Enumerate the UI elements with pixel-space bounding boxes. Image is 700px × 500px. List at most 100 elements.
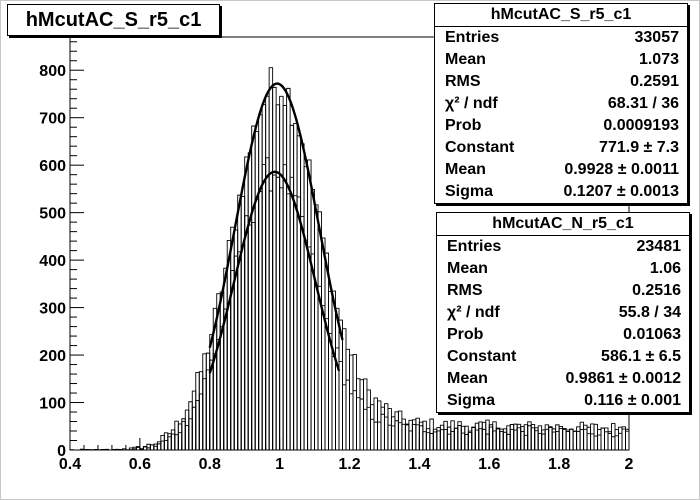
histogram-bin: [464, 434, 469, 450]
histogram-bin: [579, 421, 585, 450]
histogram-bin: [293, 195, 298, 450]
histogram-bin: [300, 216, 305, 450]
histogram-bin: [460, 432, 466, 450]
histogram-bin: [474, 422, 480, 450]
histogram-bin: [429, 433, 434, 450]
histogram-bin: [429, 418, 434, 450]
histogram-bin: [471, 426, 476, 450]
stats-label: χ² / ndf: [447, 304, 500, 321]
histogram-bin: [230, 226, 235, 450]
histogram-bin: [418, 421, 424, 450]
histogram-bin: [237, 194, 242, 450]
histogram-bin: [251, 221, 256, 450]
histogram-bin: [576, 430, 581, 450]
stats-label: Sigma: [445, 183, 494, 200]
stats-label: Prob: [447, 326, 484, 343]
histogram-bin: [520, 426, 525, 450]
histogram-bin: [488, 426, 494, 450]
histogram-bin: [541, 433, 546, 450]
histogram-bin: [404, 424, 410, 450]
stats-value: 33057: [634, 29, 680, 46]
x-tick-label: 1: [275, 456, 284, 473]
histogram-bin: [513, 429, 518, 450]
histogram-bin: [506, 433, 511, 450]
histogram-bin: [202, 378, 207, 450]
histogram-bin: [258, 191, 263, 450]
stats-label: Mean: [445, 161, 486, 178]
histogram-bin: [600, 427, 605, 450]
histogram-bin: [373, 421, 378, 450]
stats-label: Constant: [445, 139, 515, 156]
histogram-bin: [205, 369, 211, 450]
fit-curve: [208, 82, 344, 348]
stats-value: 0.2516: [632, 282, 681, 299]
histogram-bin: [345, 379, 350, 450]
histogram-bin: [607, 431, 612, 450]
stats-row: Mean 1.073: [435, 49, 687, 71]
histogram-bin: [156, 443, 162, 450]
y-tick-label: 0: [57, 443, 66, 460]
histogram-bin: [223, 308, 228, 450]
histogram-bin: [244, 215, 249, 450]
histogram-bin: [244, 156, 249, 450]
stats-value: 55.8 / 34: [618, 304, 681, 321]
stats-value: 0.2591: [630, 73, 679, 90]
histogram-bin: [352, 390, 357, 450]
y-tick-label: 300: [39, 301, 66, 318]
stats-value: 0.1207 ± 0.0013: [563, 183, 679, 200]
histogram-bin: [394, 411, 399, 450]
histogram-bin: [544, 428, 550, 450]
histogram-bin: [212, 353, 218, 450]
histogram-bin: [104, 448, 109, 450]
histogram-bin: [530, 424, 536, 450]
histogram-bin: [597, 429, 602, 450]
histogram-bin: [310, 188, 316, 450]
histogram-bin: [370, 404, 375, 450]
histogram-bin: [401, 423, 406, 450]
histogram-bin: [572, 430, 578, 450]
histogram-bin: [209, 359, 214, 450]
histogram-bin: [153, 443, 158, 450]
y-tick-label: 200: [39, 348, 66, 365]
histogram-bin: [404, 423, 410, 450]
histogram-bin: [513, 423, 518, 450]
histogram-bin: [593, 435, 599, 450]
histogram-bin: [275, 176, 281, 450]
stats-row: Mean 0.9861 ± 0.0012: [437, 368, 689, 390]
histogram-bin: [611, 436, 616, 450]
histogram-bin: [555, 430, 560, 450]
histogram-bin: [303, 166, 309, 450]
histogram-bin: [198, 371, 204, 450]
histogram-bin: [247, 152, 253, 450]
stats-value: 0.01063: [623, 326, 681, 343]
stats-value: 0.0009193: [603, 117, 679, 134]
histogram-bin: [181, 418, 186, 450]
stats-value: 0.116 ± 0.001: [584, 392, 681, 409]
histogram-bin: [314, 285, 319, 450]
histogram-bin: [265, 95, 270, 450]
histogram-bin: [530, 427, 536, 450]
histogram-bin: [314, 204, 319, 450]
histogram-bin: [614, 429, 619, 450]
histogram-bin: [520, 430, 525, 450]
histogram-bin: [177, 432, 183, 450]
stats-row: Mean 1.06: [437, 258, 689, 280]
histogram-bin: [537, 425, 543, 450]
stats-label: Mean: [447, 370, 488, 387]
histogram-bin: [258, 114, 263, 450]
histogram-bin: [167, 436, 172, 450]
histogram-bin: [160, 434, 165, 450]
histogram-bin: [254, 130, 260, 450]
stats-label: Entries: [447, 238, 502, 255]
histogram-bin: [548, 426, 553, 450]
histogram-bin: [590, 423, 595, 450]
histogram-bin: [223, 267, 228, 450]
histogram-bin: [300, 143, 305, 450]
histogram-bin: [565, 429, 571, 450]
histogram-bin: [356, 378, 361, 450]
histogram-bin: [202, 353, 207, 450]
histogram-bin: [590, 433, 595, 450]
histogram-bin: [551, 431, 557, 450]
histogram-bin: [160, 440, 165, 450]
histogram-bin: [562, 429, 567, 450]
